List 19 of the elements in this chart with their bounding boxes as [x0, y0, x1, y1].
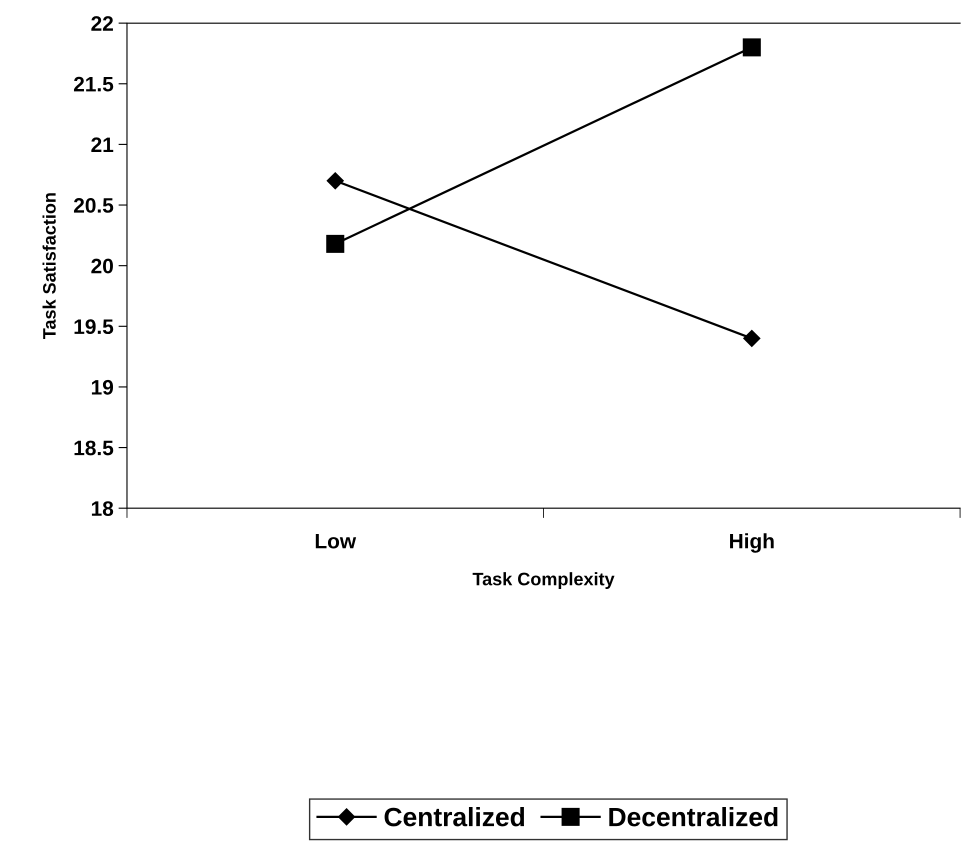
y-tick-label: 21 — [91, 137, 114, 152]
x-tick-label: Low — [316, 534, 356, 549]
y-axis-title: Task Satisfaction — [42, 193, 56, 340]
y-tick-label: 20.5 — [74, 198, 114, 213]
y-tick-label: 18.5 — [74, 440, 114, 456]
point — [742, 38, 761, 56]
legend-label: Decentralized — [609, 807, 778, 826]
legend-label: Centralized — [384, 807, 524, 826]
y-tick-label: 22 — [91, 16, 113, 31]
y-tick-label: 21.5 — [74, 76, 114, 92]
point — [326, 172, 344, 190]
y-tick-label: 18 — [92, 501, 114, 516]
point — [326, 234, 344, 253]
y-tick-label: 19.5 — [74, 319, 114, 334]
y-tick-label: 20 — [91, 258, 113, 274]
x-tick-label: High — [730, 533, 774, 553]
x-axis-title: Task Complexity — [472, 572, 615, 589]
y-tick-label: 19 — [92, 380, 114, 395]
point — [743, 330, 760, 347]
